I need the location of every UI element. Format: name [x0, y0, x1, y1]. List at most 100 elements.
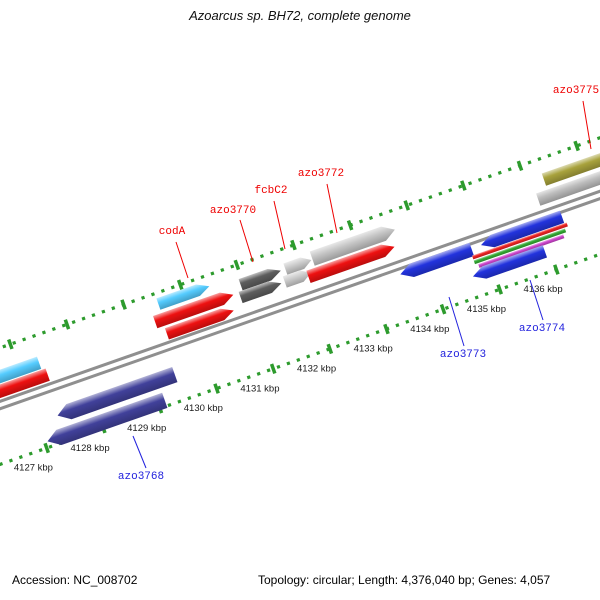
tick-dot — [415, 316, 420, 321]
gene-arrow-gene-partial-red[interactable] — [0, 368, 50, 413]
genome-track-rotated — [0, 136, 600, 467]
tick-dot — [48, 444, 53, 449]
tick-dot — [368, 215, 374, 220]
tick-dot — [187, 396, 192, 401]
tick-dot — [428, 195, 433, 200]
tick-dot — [220, 267, 225, 273]
tick-dot — [497, 170, 502, 175]
tick-dot — [256, 371, 261, 376]
tick-dot — [388, 208, 393, 214]
gene-label-azo3770[interactable]: azo3770 — [210, 205, 256, 217]
gene-arrow-gene-partial-cyan[interactable] — [0, 356, 42, 400]
tick-dot — [398, 205, 403, 210]
tick-dot — [210, 271, 215, 276]
tick-dot — [524, 278, 529, 283]
gene-arrow-gene-stripe-green[interactable] — [473, 228, 567, 265]
figure-title: Azoarcus sp. BH72, complete genome — [189, 8, 411, 23]
tick-dot — [408, 202, 413, 207]
tick-dot — [477, 177, 483, 182]
tick-dot — [487, 174, 492, 179]
tick-dot — [306, 354, 311, 359]
tick-dot — [12, 340, 17, 345]
tick-dot — [573, 260, 578, 265]
scale-label-4135: 4135 kbp — [467, 304, 506, 315]
tick-dot — [329, 229, 334, 234]
tick-dot — [81, 316, 86, 321]
tick-dot — [557, 149, 562, 155]
tick-major — [553, 264, 560, 275]
tick-dot — [365, 333, 370, 338]
gene-arrow-azo3774[interactable] — [479, 210, 565, 252]
genome-backbone-line — [0, 169, 600, 424]
tick-dot — [444, 305, 449, 310]
gene-arrow-gene-gray-right[interactable] — [536, 161, 600, 206]
gene-arrow-gene-navy-upper[interactable] — [55, 367, 178, 423]
gene-label-azo3772[interactable]: azo3772 — [298, 168, 344, 180]
scale-label-4131: 4131 kbp — [240, 383, 279, 394]
tick-dot — [41, 330, 46, 335]
tick-dot — [246, 375, 251, 380]
tick-dot — [61, 323, 66, 328]
tick-dot — [2, 344, 7, 349]
gene-arrow-gene-darkgray-b[interactable] — [238, 278, 284, 304]
tick-major — [43, 442, 50, 454]
tick-major — [213, 383, 220, 394]
tick-dot — [468, 181, 473, 186]
tick-dot — [593, 253, 598, 258]
tick-dot — [38, 448, 43, 453]
tick-dot — [474, 295, 479, 300]
tick-major — [516, 160, 524, 172]
tick-dot — [507, 167, 512, 172]
tick-dot — [319, 233, 324, 238]
gene-label-azo3773[interactable]: azo3773 — [440, 349, 486, 361]
gene-arrow-azo3773[interactable] — [398, 242, 475, 281]
tick-dot — [583, 257, 588, 262]
gene-label-azo3775[interactable]: azo3775 — [553, 85, 599, 97]
gene-label-line-azo3770 — [239, 219, 254, 263]
tick-major — [403, 200, 411, 211]
tick-dot — [534, 274, 539, 279]
gene-arrow-gene-red-c[interactable] — [306, 241, 396, 284]
tick-dot — [335, 344, 340, 349]
tick-major — [120, 299, 127, 310]
gene-arrow-azo3768[interactable] — [45, 392, 168, 449]
gene-arrow-azo3770[interactable] — [238, 265, 283, 291]
tick-dot — [418, 198, 423, 203]
gene-label-codA[interactable]: codA — [159, 226, 186, 238]
tick-dot — [160, 288, 165, 293]
tick-major — [496, 284, 504, 295]
tick-dot — [200, 274, 205, 279]
gene-arrow-gene-blue-lower[interactable] — [471, 245, 548, 282]
tick-dot — [299, 240, 304, 245]
tick-dot — [71, 320, 76, 325]
tick-dot — [230, 264, 235, 269]
gene-arrow-azo3772[interactable] — [309, 223, 398, 266]
gene-arrow-gene-lightgray-b[interactable] — [282, 267, 313, 288]
tick-dot — [226, 382, 231, 387]
tick-dot — [276, 364, 281, 369]
gene-arrow-gene-stripe-magenta[interactable] — [478, 234, 565, 268]
gene-label-azo3768[interactable]: azo3768 — [118, 471, 164, 483]
tick-dot — [494, 288, 499, 293]
gene-arrow-fcbC2[interactable] — [283, 254, 313, 275]
tick-dot — [8, 458, 13, 463]
tick-dot — [563, 264, 568, 269]
gene-arrow-gene-red-b[interactable] — [164, 305, 236, 340]
tick-dot — [454, 302, 459, 307]
gene-arrow-gene-red-a[interactable] — [153, 289, 235, 329]
tick-dot — [435, 309, 440, 314]
scale-label-4130: 4130 kbp — [184, 403, 223, 414]
tick-major — [439, 303, 447, 315]
gene-label-azo3774[interactable]: azo3774 — [519, 323, 566, 335]
tick-dot — [51, 326, 56, 332]
tick-dot — [378, 212, 383, 217]
gene-arrow-azo3775[interactable] — [541, 144, 600, 186]
tick-dot — [458, 184, 463, 189]
gene-arrow-gene-stripe-red[interactable] — [472, 222, 568, 260]
scale-label-4128: 4128 kbp — [71, 443, 110, 454]
gene-label-fcbC2[interactable]: fcbC2 — [254, 185, 287, 197]
tick-major — [290, 239, 297, 251]
gene-label-line-azo3773 — [448, 296, 465, 347]
gene-arrow-codA[interactable] — [156, 281, 211, 310]
